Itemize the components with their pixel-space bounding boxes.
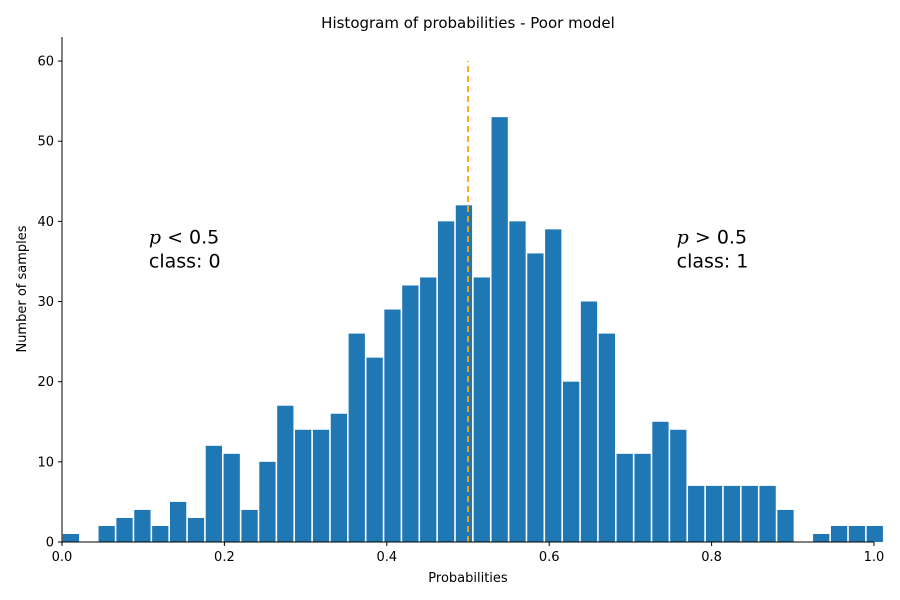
x-tick-label: 0.6 bbox=[539, 550, 560, 565]
histogram-bar bbox=[759, 485, 776, 542]
y-tick-label: 10 bbox=[37, 455, 54, 470]
annotation-condition: p > 0.5 bbox=[677, 226, 747, 248]
y-axis-label: Number of samples bbox=[15, 225, 30, 352]
x-tick-label: 0.0 bbox=[52, 550, 73, 565]
histogram-bar bbox=[580, 301, 598, 542]
histogram-bar bbox=[330, 413, 348, 542]
y-tick-label: 0 bbox=[46, 536, 54, 551]
y-tick-label: 60 bbox=[37, 55, 54, 70]
histogram-bar bbox=[830, 525, 848, 542]
histogram-bar bbox=[169, 501, 187, 542]
x-tick-label: 0.8 bbox=[701, 550, 722, 565]
y-ticks: 0 10 20 30 40 50 60 bbox=[37, 55, 62, 551]
histogram-bar bbox=[277, 405, 294, 542]
histogram-bar bbox=[312, 429, 330, 542]
histogram-bar bbox=[134, 509, 151, 542]
histogram-bar bbox=[348, 333, 365, 542]
y-tick-label: 30 bbox=[37, 295, 54, 310]
histogram-bar bbox=[366, 357, 383, 542]
histogram-bar bbox=[152, 525, 169, 542]
x-tick-label: 0.2 bbox=[214, 550, 235, 565]
histogram-bar bbox=[98, 525, 115, 542]
histogram-bar bbox=[241, 509, 258, 542]
x-tick-label: 0.4 bbox=[376, 550, 397, 565]
histogram-bar bbox=[848, 525, 866, 542]
annotation-condition: p < 0.5 bbox=[149, 226, 219, 248]
histogram-bar bbox=[777, 509, 794, 542]
y-tick-label: 20 bbox=[37, 375, 54, 390]
histogram-bar bbox=[545, 229, 562, 542]
histogram-bar bbox=[384, 309, 401, 542]
histogram-bar bbox=[509, 221, 526, 542]
histogram-bar bbox=[562, 381, 580, 542]
histogram-bar bbox=[223, 453, 240, 542]
histogram-bar bbox=[187, 517, 205, 542]
histogram-bar bbox=[491, 117, 508, 542]
histogram-bar bbox=[634, 453, 651, 542]
annotation-class: class: 1 bbox=[677, 250, 749, 272]
histogram-bar bbox=[473, 277, 490, 542]
histogram-bar bbox=[741, 485, 758, 542]
histogram-bar bbox=[420, 277, 437, 542]
histogram-bar bbox=[723, 485, 741, 542]
histogram-bar bbox=[813, 533, 830, 542]
histogram-bar bbox=[62, 533, 80, 542]
histogram-bar bbox=[866, 525, 883, 542]
x-ticks: 0.0 0.2 0.4 0.6 0.8 1.0 bbox=[52, 542, 885, 565]
chart-title: Histogram of probabilities - Poor model bbox=[321, 14, 615, 32]
histogram-bar bbox=[259, 461, 276, 542]
annotation-class: class: 0 bbox=[149, 250, 221, 272]
histogram-bar bbox=[205, 445, 222, 542]
histogram-bar bbox=[616, 453, 633, 542]
histogram-bar bbox=[598, 333, 615, 542]
x-axis-label: Probabilities bbox=[428, 571, 508, 586]
histogram-bar bbox=[116, 517, 133, 542]
histogram-bar bbox=[670, 429, 687, 542]
histogram-bar bbox=[402, 285, 419, 542]
histogram-bar bbox=[688, 485, 705, 542]
histogram-bar bbox=[527, 253, 544, 542]
histogram-bar bbox=[705, 485, 723, 542]
y-tick-label: 50 bbox=[37, 135, 54, 150]
histogram-bar bbox=[652, 421, 669, 542]
histogram-bar bbox=[455, 205, 473, 542]
histogram-bar bbox=[295, 429, 312, 542]
bars-group bbox=[62, 117, 883, 542]
x-tick-label: 1.0 bbox=[864, 550, 885, 565]
y-tick-label: 40 bbox=[37, 215, 54, 230]
histogram-bar bbox=[437, 221, 455, 542]
